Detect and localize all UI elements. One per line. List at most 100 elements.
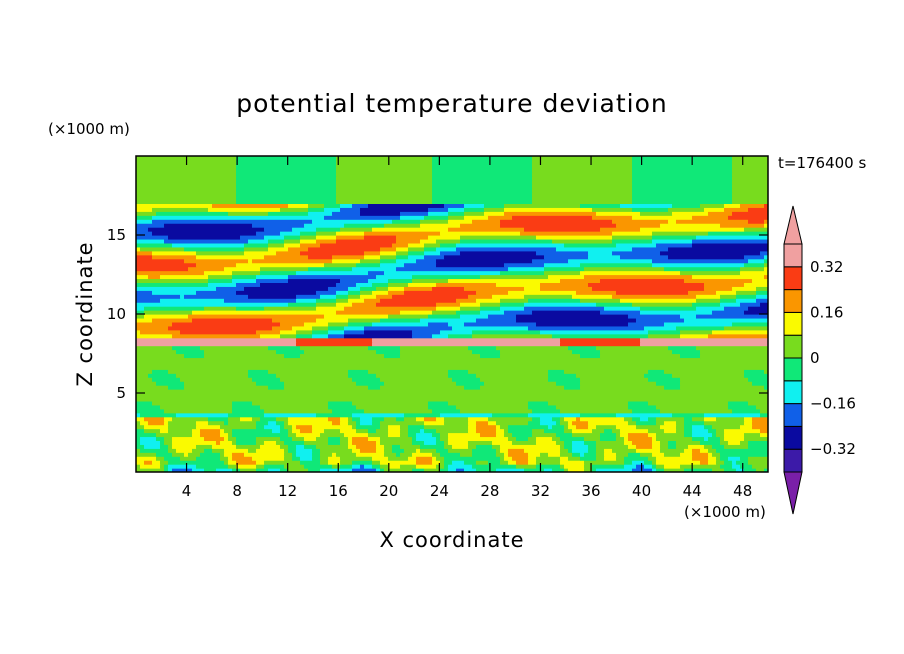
- contour-cell: [240, 468, 257, 472]
- contour-cell: [376, 294, 393, 299]
- contour-cell: [732, 175, 768, 181]
- contour-cell: [216, 468, 233, 472]
- contour-cell: [752, 464, 768, 469]
- contour-cell: [680, 381, 753, 386]
- contour-cell: [588, 250, 613, 256]
- contour-cell: [708, 211, 733, 216]
- contour-cell: [300, 460, 321, 465]
- contour-cell: [372, 290, 389, 295]
- contour-cell: [372, 464, 381, 469]
- contour-cell: [136, 250, 153, 256]
- contour-cell: [380, 377, 453, 382]
- contour-cell: [612, 238, 653, 244]
- contour-cell: [740, 302, 761, 307]
- contour-cell: [364, 325, 453, 331]
- contour-cell: [732, 191, 768, 197]
- contour-cell: [612, 219, 669, 224]
- contour-cell: [248, 238, 269, 244]
- contour-cell: [260, 282, 337, 287]
- contour-cell: [168, 369, 249, 374]
- contour-cell: [636, 420, 657, 426]
- contour-cell: [736, 468, 745, 472]
- contour-cell: [428, 400, 449, 406]
- contour-cell: [532, 416, 541, 422]
- contour-cell: [200, 428, 221, 434]
- contour-cell: [740, 464, 753, 469]
- contour-cell: [708, 333, 768, 339]
- contour-cell: [224, 448, 249, 453]
- contour-cell: [136, 377, 153, 382]
- contour-cell: [340, 207, 361, 212]
- contour-cell: [560, 460, 585, 465]
- contour-cell: [356, 404, 429, 410]
- contour-cell: [136, 349, 177, 355]
- contour-cell: [300, 235, 317, 240]
- contour-cell: [516, 317, 637, 323]
- contour-cell: [196, 444, 213, 449]
- contour-cell: [580, 377, 649, 382]
- contour-cell: [376, 448, 385, 453]
- contour-cell: [140, 440, 161, 445]
- contour-cell: [588, 254, 621, 260]
- contour-cell: [144, 424, 169, 430]
- contour-cell: [692, 302, 721, 307]
- contour-cell: [200, 345, 269, 351]
- contour-cell: [244, 286, 329, 291]
- contour-cell: [232, 468, 241, 472]
- contour-cell: [760, 432, 768, 438]
- x-tick-label: 16: [329, 482, 348, 500]
- contour-cell: [368, 203, 445, 208]
- contour-cell: [412, 436, 417, 441]
- contour-cell: [572, 349, 601, 355]
- contour-cell: [376, 444, 385, 449]
- contour-cell: [548, 400, 629, 406]
- contour-cell: [756, 404, 768, 410]
- contour-cell: [136, 432, 157, 438]
- contour-cell: [724, 203, 741, 208]
- contour-cell: [332, 452, 337, 457]
- contour-cell: [532, 428, 545, 434]
- contour-cell: [352, 424, 357, 430]
- contour-cell: [136, 412, 141, 418]
- contour-cell: [560, 420, 569, 426]
- contour-cell: [652, 238, 693, 244]
- contour-cell: [328, 440, 341, 445]
- contour-cell: [384, 448, 393, 453]
- contour-cell: [700, 448, 709, 453]
- contour-cell: [336, 156, 433, 161]
- contour-cell: [616, 424, 637, 430]
- contour-cell: [164, 440, 173, 445]
- contour-cell: [656, 242, 693, 248]
- contour-cell: [224, 428, 233, 434]
- contour-cell: [404, 416, 417, 422]
- contour-cell: [268, 211, 309, 216]
- contour-cell: [440, 436, 449, 441]
- contour-cell: [532, 156, 633, 161]
- contour-cell: [136, 167, 237, 173]
- contour-cell: [280, 428, 289, 434]
- contour-cell: [444, 420, 469, 426]
- contour-cell: [348, 298, 365, 303]
- y-unit-label: (×1000 m): [48, 120, 130, 138]
- contour-cell: [572, 444, 589, 449]
- contour-cell: [592, 207, 633, 212]
- contour-cell: [384, 468, 413, 472]
- contour-cell: [468, 345, 497, 351]
- contour-cell: [616, 436, 625, 441]
- contour-cell: [588, 444, 597, 449]
- contour-cell: [684, 278, 753, 283]
- contour-cell: [680, 314, 697, 319]
- x-tick-label: 32: [531, 482, 550, 500]
- contour-cell: [152, 215, 325, 220]
- contour-cell: [656, 416, 685, 422]
- contour-cell: [352, 468, 377, 472]
- contour-cell: [380, 246, 397, 252]
- contour-cell: [136, 207, 153, 212]
- contour-cell: [336, 235, 365, 240]
- contour-cell: [284, 440, 305, 445]
- contour-cell: [192, 448, 205, 453]
- contour-cell: [368, 270, 385, 276]
- contour-cell: [336, 199, 433, 204]
- contour-cell: [740, 440, 749, 445]
- contour-cell: [208, 420, 225, 426]
